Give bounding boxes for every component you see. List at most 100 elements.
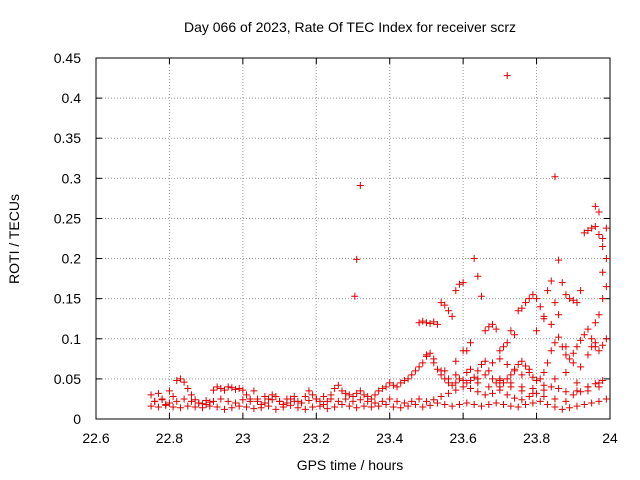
data-point-plus	[444, 307, 452, 315]
data-point-plus	[305, 397, 313, 405]
data-point-plus	[433, 320, 441, 328]
data-point-plus	[415, 319, 423, 327]
data-point-plus	[514, 360, 522, 368]
data-point-plus	[573, 379, 581, 387]
data-point-plus	[584, 351, 592, 359]
x-tick-label: 23.2	[303, 430, 330, 446]
data-point-plus	[345, 402, 353, 410]
data-point-plus	[580, 401, 588, 409]
data-point-plus	[422, 351, 430, 359]
data-point-plus	[400, 399, 408, 407]
data-point-plus	[518, 371, 526, 379]
data-point-plus	[173, 397, 181, 405]
chart-title: Day 066 of 2023, Rate Of TEC Index for r…	[184, 19, 516, 35]
data-point-plus	[217, 395, 225, 403]
data-point-plus	[437, 393, 445, 401]
data-point-plus	[591, 222, 599, 230]
data-point-plus	[345, 391, 353, 399]
data-point-plus	[430, 355, 438, 363]
data-point-plus	[496, 375, 504, 383]
data-point-plus	[503, 360, 511, 368]
data-point-plus	[466, 385, 474, 393]
data-point-plus	[356, 182, 364, 190]
data-point-plus	[518, 357, 526, 365]
data-point-plus	[489, 320, 497, 328]
data-point-plus	[551, 395, 559, 403]
data-point-plus	[353, 389, 361, 397]
data-point-plus	[367, 403, 375, 411]
data-point-plus	[547, 383, 555, 391]
data-point-plus	[599, 243, 607, 251]
data-point-plus	[331, 385, 339, 393]
data-points	[147, 72, 610, 413]
data-point-plus	[224, 397, 232, 405]
data-point-plus	[555, 311, 563, 319]
data-point-plus	[595, 379, 603, 387]
data-point-plus	[455, 401, 463, 409]
data-point-plus	[566, 295, 574, 303]
data-point-plus	[154, 389, 162, 397]
data-point-plus	[455, 375, 463, 383]
data-point-plus	[448, 381, 456, 389]
data-point-plus	[404, 375, 412, 383]
data-point-plus	[558, 279, 566, 287]
data-point-plus	[452, 287, 460, 295]
data-point-plus	[279, 403, 287, 411]
data-point-plus	[540, 393, 548, 401]
data-point-plus	[569, 296, 577, 304]
data-point-plus	[529, 399, 537, 407]
data-point-plus	[441, 401, 449, 409]
y-tick-label: 0.25	[54, 210, 81, 226]
data-point-plus	[367, 395, 375, 403]
x-tick-label: 22.6	[82, 430, 109, 446]
data-point-plus	[602, 395, 610, 403]
data-point-plus	[591, 319, 599, 327]
data-point-plus	[206, 402, 214, 410]
data-point-plus	[478, 360, 485, 368]
data-point-plus	[400, 376, 408, 384]
data-point-plus	[364, 397, 372, 405]
data-point-plus	[349, 397, 357, 405]
data-point-plus	[489, 389, 497, 397]
data-point-plus	[463, 368, 471, 376]
data-point-plus	[250, 405, 258, 413]
data-point-plus	[533, 376, 541, 384]
data-point-plus	[544, 359, 552, 367]
data-point-plus	[551, 299, 559, 307]
data-point-plus	[415, 363, 423, 371]
data-point-plus	[276, 397, 284, 405]
data-point-plus	[235, 402, 243, 410]
data-point-plus	[455, 280, 463, 288]
data-point-plus	[411, 401, 419, 409]
y-tick-label: 0.35	[54, 130, 81, 146]
data-point-plus	[351, 292, 359, 300]
x-axis-label: GPS time / hours	[297, 457, 404, 473]
data-point-plus	[419, 317, 427, 325]
data-point-plus	[202, 397, 210, 405]
data-point-plus	[489, 359, 497, 367]
data-point-plus	[518, 383, 526, 391]
data-point-plus	[540, 312, 548, 320]
data-point-plus	[584, 226, 592, 234]
data-point-plus	[228, 384, 236, 392]
data-point-plus	[595, 397, 603, 405]
data-point-plus	[272, 393, 280, 401]
data-point-plus	[503, 72, 511, 80]
data-point-plus	[173, 376, 181, 384]
data-point-plus	[301, 405, 309, 413]
data-point-plus	[540, 381, 548, 389]
data-point-plus	[430, 318, 438, 326]
data-point-plus	[558, 405, 566, 413]
data-point-plus	[298, 399, 306, 407]
data-point-plus	[474, 379, 482, 387]
plot-frame	[95, 57, 611, 420]
data-point-plus	[224, 383, 232, 391]
data-point-plus	[320, 393, 328, 401]
data-point-plus	[147, 402, 155, 410]
data-point-plus	[191, 396, 199, 404]
data-point-plus	[323, 397, 331, 405]
data-point-plus	[562, 351, 570, 359]
y-axis-ticks: 0 0.05 0.1 0.15 0.2 0.25 0.3 0.35 0.4 0.45	[54, 50, 610, 427]
data-point-plus	[165, 387, 173, 395]
data-point-plus	[404, 402, 412, 410]
